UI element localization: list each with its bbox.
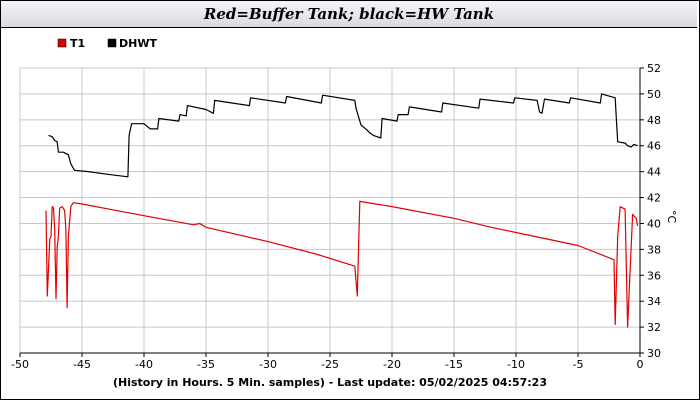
legend-label-dhwt: DHWT: [119, 37, 157, 50]
tick-labels: -50 -45 -40 -35 -30 -25 -20 -15 -10 -5 03032343638…: [11, 62, 661, 371]
x-tick-label: -45: [73, 358, 91, 371]
chart-title: Red=Buffer Tank; black=HW Tank: [1, 1, 697, 28]
y-axis-label: °C: [665, 210, 678, 224]
axes: [19, 67, 644, 357]
legend-swatch-t1: [57, 38, 67, 48]
x-tick-label: -50: [11, 358, 29, 371]
y-tick-label: 40: [647, 217, 661, 230]
series-lines: [45, 93, 639, 328]
x-tick-label: -5: [573, 358, 584, 371]
x-tick-label: -15: [445, 358, 463, 371]
x-axis-label: (History in Hours. 5 Min. samples) - Las…: [113, 376, 547, 389]
y-tick-label: 38: [647, 243, 661, 256]
y-tick-label: 48: [647, 114, 661, 127]
y-tick-label: 36: [647, 269, 661, 282]
y-tick-label: 42: [647, 192, 661, 205]
series-line-t1: [45, 200, 639, 328]
x-tick-label: -40: [135, 358, 153, 371]
grid: [19, 67, 641, 354]
legend: T1 DHWT: [57, 37, 157, 50]
y-tick-label: 30: [647, 347, 661, 360]
y-tick-label: 34: [647, 295, 661, 308]
legend-label-t1: T1: [70, 37, 85, 50]
y-tick-label: 46: [647, 140, 661, 153]
series-line-dhwt: [48, 93, 638, 178]
y-tick-label: 32: [647, 321, 661, 334]
x-tick-label: -30: [259, 358, 277, 371]
x-tick-label: 0: [637, 358, 644, 371]
x-tick-label: -25: [321, 358, 339, 371]
legend-swatch-dhwt: [107, 38, 117, 48]
x-tick-label: -10: [507, 358, 525, 371]
y-tick-label: 52: [647, 62, 661, 75]
x-tick-label: -35: [197, 358, 215, 371]
x-tick-label: -20: [383, 358, 401, 371]
y-tick-label: 44: [647, 166, 661, 179]
y-tick-label: 50: [647, 88, 661, 101]
